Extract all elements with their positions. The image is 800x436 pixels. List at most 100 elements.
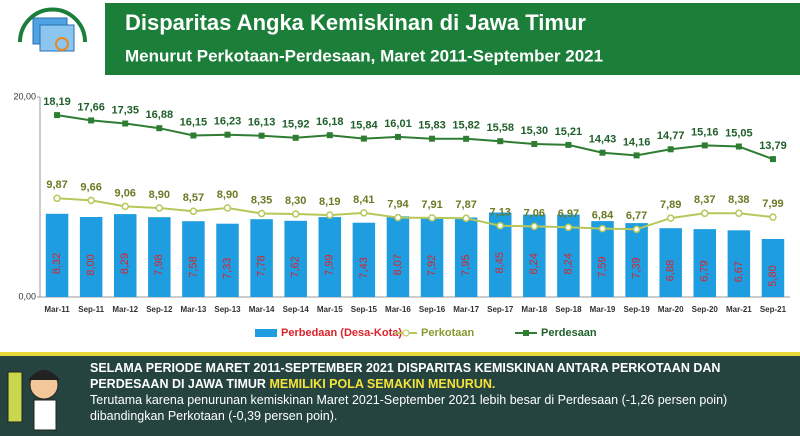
line: [56, 114, 774, 161]
x-tick-label: Mar-20: [658, 305, 684, 314]
marker: [564, 223, 573, 232]
x-tick-label: Mar-14: [249, 305, 275, 314]
marker: [599, 149, 606, 156]
line-value-label: 7,89: [660, 199, 681, 211]
marker: [258, 132, 265, 139]
legend-marker: [523, 330, 529, 336]
y-tick-label: 0,00: [18, 291, 36, 301]
bar: [352, 222, 376, 297]
x-tick-label: Sep-14: [283, 305, 310, 314]
line-value-label: 16,13: [248, 117, 276, 129]
marker: [769, 156, 776, 163]
line-value-label: 15,30: [521, 125, 549, 137]
bar-value-label: 6,79: [699, 260, 711, 281]
bar: [557, 214, 580, 297]
line-value-label: 7,06: [524, 207, 545, 219]
bar-value-label: 7,62: [290, 256, 302, 277]
line-value-label: 15,05: [725, 127, 753, 139]
x-tick-label: Mar-17: [453, 305, 479, 314]
line-value-label: 14,77: [657, 130, 685, 142]
marker: [155, 204, 164, 212]
marker: [701, 209, 709, 218]
x-tick-label: Mar-11: [44, 305, 70, 314]
bar-value-label: 7,98: [153, 254, 165, 275]
x-tick-label: Mar-12: [112, 305, 138, 314]
marker: [291, 210, 300, 218]
line-value-label: 15,83: [418, 120, 446, 132]
bar: [693, 229, 717, 297]
marker: [224, 131, 231, 138]
line-value-label: 7,87: [455, 199, 476, 211]
line-value-label: 14,16: [623, 136, 651, 148]
bar: [625, 223, 648, 297]
note-border: [0, 352, 800, 356]
marker: [666, 214, 675, 222]
marker: [667, 146, 674, 153]
marker: [769, 213, 777, 221]
marker: [88, 117, 95, 124]
bar-value-label: 8,07: [392, 254, 404, 275]
note-text: Terutama karena penurunan kemiskinan Mar…: [90, 393, 728, 423]
bar-value-label: 7,92: [426, 255, 438, 276]
bar: [488, 212, 512, 297]
bar: [386, 216, 410, 297]
line: [56, 197, 774, 231]
marker: [53, 194, 61, 203]
bar-value-label: 6,67: [733, 261, 745, 282]
line-value-label: 17,66: [77, 101, 105, 113]
line-value-label: 16,01: [384, 118, 412, 130]
marker: [735, 143, 742, 150]
bar-value-label: 7,99: [324, 254, 336, 275]
bar: [79, 217, 103, 297]
line-value-label: 15,84: [350, 120, 378, 132]
bar-value-label: 5,80: [767, 265, 779, 286]
marker: [326, 211, 334, 219]
line-value-label: 16,18: [316, 116, 344, 128]
bar-value-label: 6,88: [665, 260, 677, 281]
header-icon: [18, 7, 87, 52]
line-value-label: 6,84: [592, 210, 614, 222]
line-value-label: 13,79: [759, 140, 787, 152]
marker: [428, 214, 436, 222]
bar: [216, 223, 239, 297]
bar: [182, 221, 205, 297]
marker: [360, 135, 367, 142]
line-value-label: 15,16: [691, 126, 719, 138]
line-value-label: 15,21: [555, 126, 583, 138]
bar-value-label: 7,95: [460, 255, 472, 276]
bar: [761, 239, 785, 297]
x-tick-label: Mar-18: [521, 305, 547, 314]
y-tick-label: 20,00: [13, 91, 36, 101]
line-value-label: 16,23: [214, 116, 242, 128]
bar: [454, 217, 478, 297]
bar: [250, 219, 273, 297]
line-value-label: 15,58: [486, 122, 514, 134]
marker: [531, 141, 538, 147]
line-value-label: 8,19: [319, 196, 340, 208]
bar-value-label: 8,24: [528, 253, 540, 274]
marker: [429, 135, 436, 142]
line-value-label: 8,90: [217, 189, 238, 201]
legend-marker: [402, 329, 410, 337]
note: SELAMA PERIODE MARET 2011-SEPTEMBER 2021…: [90, 360, 790, 424]
x-tick-label: Sep-12: [146, 305, 173, 314]
bar: [591, 221, 614, 297]
bar: [727, 230, 751, 297]
marker: [598, 224, 607, 233]
x-tick-label: Sep-15: [351, 305, 378, 314]
note-panel: [0, 352, 800, 436]
x-tick-label: Sep-17: [487, 305, 514, 314]
x-tick-label: Sep-20: [692, 305, 719, 314]
marker: [189, 207, 198, 216]
bar-value-label: 8,24: [562, 253, 574, 274]
x-tick-label: Mar-15: [317, 305, 343, 314]
x-tick-label: Sep-18: [555, 305, 582, 314]
line-value-label: 8,37: [694, 194, 715, 206]
legend-label: Perdesaan: [541, 327, 597, 339]
chart-title: Disparitas Angka Kemiskinan di Jawa Timu…: [125, 10, 586, 35]
legend-label: Perkotaan: [421, 327, 474, 339]
line-value-label: 8,35: [251, 194, 272, 206]
x-tick-label: Mar-13: [181, 305, 207, 314]
x-tick-label: Sep-16: [419, 305, 446, 314]
